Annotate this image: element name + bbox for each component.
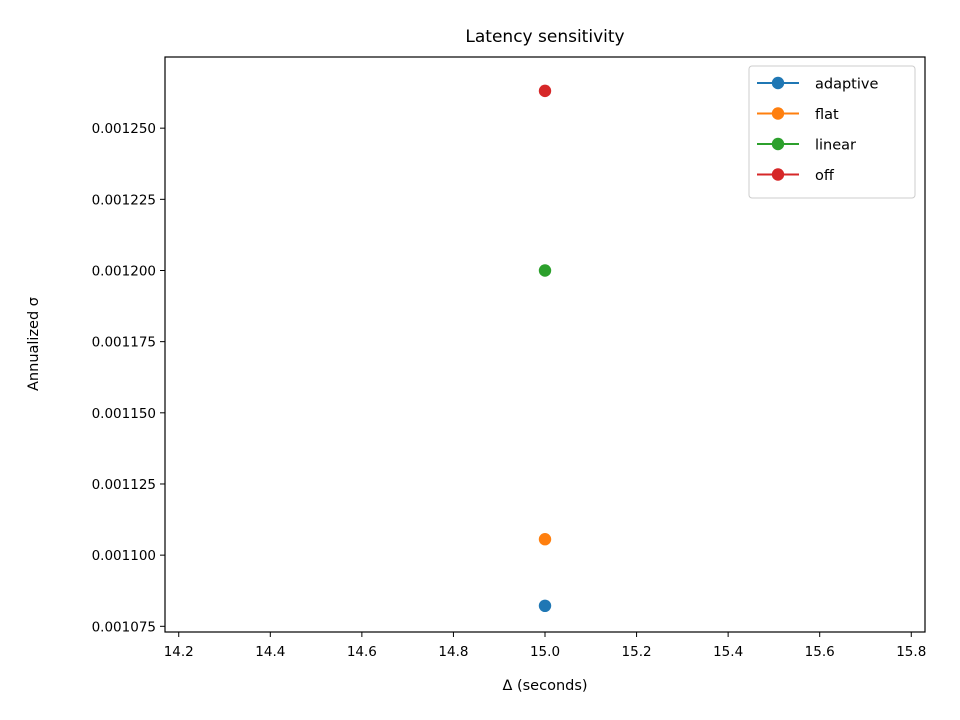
data-point-off (538, 84, 552, 98)
legend: adaptive flat linear off (748, 65, 916, 199)
series-adaptive (538, 599, 552, 613)
legend-item-off: off (757, 168, 835, 184)
data-point-adaptive (538, 599, 552, 613)
y-tick-label: 0.001225 (92, 192, 156, 208)
x-tick-label: 14.2 (164, 644, 194, 660)
legend-item-adaptive: adaptive (757, 77, 878, 93)
legend-label-adaptive: adaptive (815, 77, 878, 93)
series-off (538, 84, 552, 98)
x-tick-label: 14.4 (255, 644, 285, 660)
x-tick-label: 15.0 (530, 644, 560, 660)
legend-marker-linear (771, 137, 785, 151)
x-tick-label: 14.6 (347, 644, 377, 660)
legend-item-linear: linear (757, 138, 856, 154)
legend-frame (748, 65, 916, 199)
plot-area-frame (164, 56, 926, 633)
x-tick-label: 15.6 (805, 644, 835, 660)
data-point-linear (538, 264, 552, 277)
y-tick-label: 0.001175 (92, 335, 156, 351)
x-tick-label: 14.8 (438, 644, 468, 660)
y-axis: 0.001075 0.001100 0.001125 0.001150 0.001175… (92, 121, 165, 635)
y-tick-label: 0.001100 (92, 548, 156, 564)
data-point-flat (538, 533, 552, 546)
plot-series (538, 84, 552, 613)
legend-marker-adaptive (771, 76, 785, 90)
y-tick-label: 0.001200 (92, 263, 156, 279)
legend-label-off: off (815, 168, 835, 184)
x-tick-label: 15.2 (622, 644, 652, 660)
y-tick-label: 0.001075 (92, 619, 156, 635)
legend-item-flat: flat (757, 107, 839, 123)
legend-label-linear: linear (815, 138, 856, 154)
chart-title: Latency sensitivity (465, 27, 624, 47)
legend-label-flat: flat (815, 107, 839, 123)
x-axis-label: Δ (seconds) (502, 678, 587, 694)
x-axis: 14.2 14.4 14.6 14.8 15.0 15.2 15.4 15.6 15.8 (164, 632, 926, 660)
y-axis-label: Annualized σ (26, 297, 42, 391)
y-tick-label: 0.001125 (92, 477, 156, 493)
series-linear (538, 264, 552, 277)
legend-marker-flat (771, 107, 785, 120)
x-tick-label: 15.8 (896, 644, 926, 660)
x-tick-label: 15.4 (713, 644, 743, 660)
legend-marker-off (771, 168, 785, 181)
series-flat (538, 533, 552, 546)
y-tick-label: 0.001150 (92, 406, 156, 422)
y-tick-label: 0.001250 (92, 121, 156, 137)
